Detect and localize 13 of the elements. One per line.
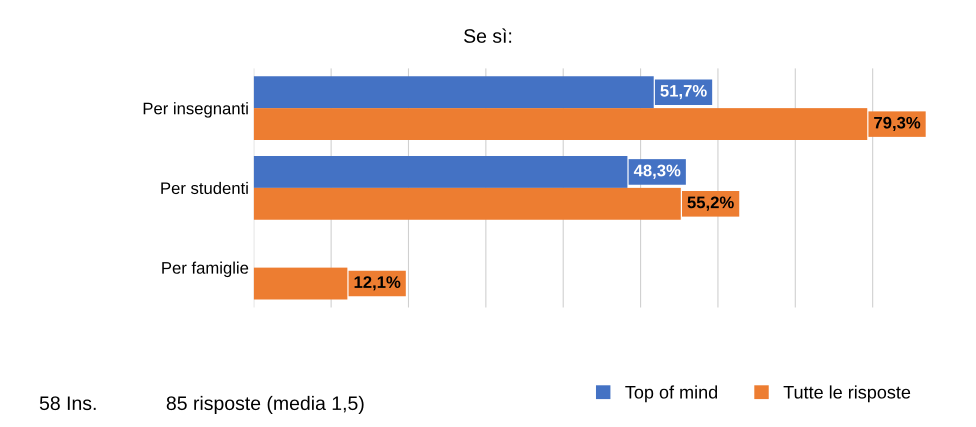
y-tick-label: Per studenti — [161, 182, 248, 194]
y-tick-label: Per famiglie — [162, 262, 248, 278]
legend-label: Top of mind — [625, 385, 718, 402]
data-label: 55,2% — [688, 196, 734, 211]
text: 85 risposte (media 1,5) — [166, 396, 364, 414]
data-label: 79,3% — [874, 116, 920, 132]
chart-title: Se sì: — [464, 28, 512, 43]
legend-label: Tutte le risposte — [784, 385, 910, 402]
data-label: 51,7% — [660, 84, 707, 100]
data-label: 12,1% — [354, 276, 400, 290]
text: 58 Ins. — [40, 396, 96, 410]
data-label: 48,3% — [634, 164, 680, 179]
y-tick-label: Per insegnanti — [144, 102, 248, 118]
